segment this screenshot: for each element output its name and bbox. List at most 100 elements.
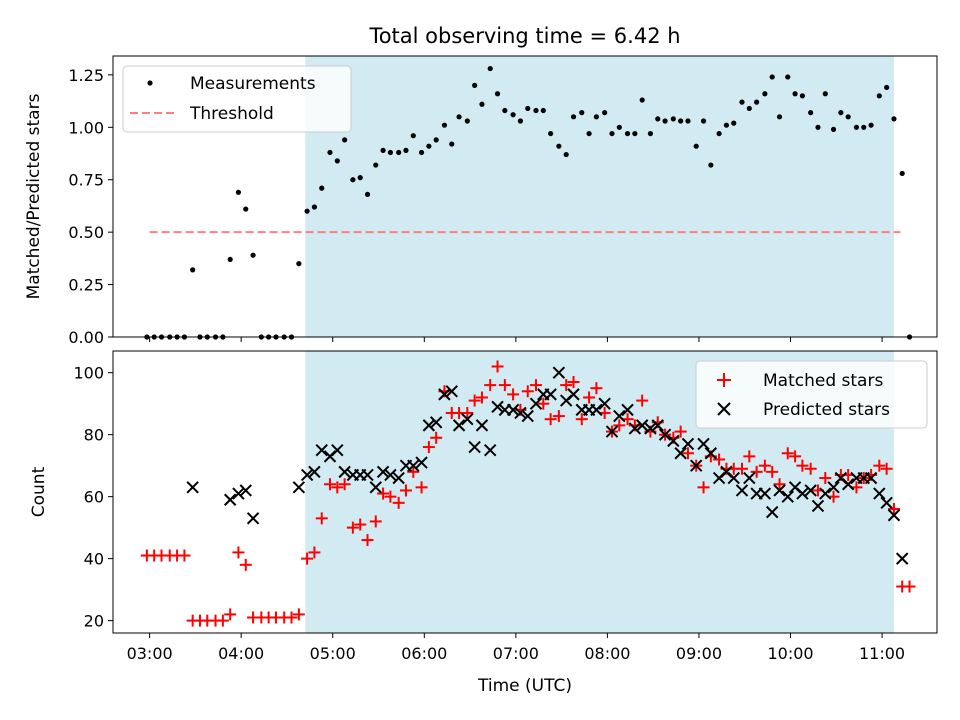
measurement-point	[472, 82, 478, 88]
measurement-point	[678, 118, 684, 124]
measurement-point	[456, 114, 462, 120]
measurement-point	[884, 84, 890, 91]
y-tick-label: 0.50	[68, 223, 104, 242]
measurement-point	[334, 158, 340, 164]
matched-star-point	[560, 379, 573, 392]
measurement-point	[838, 110, 844, 116]
matched-star-point	[743, 450, 756, 463]
measurement-point	[556, 143, 562, 149]
predicted-star-point	[506, 403, 520, 417]
matched-star-point	[422, 441, 435, 454]
measurement-point	[700, 118, 707, 124]
measurement-point	[639, 97, 645, 103]
measurement-point	[502, 107, 508, 114]
bottom-panel: 20 40 60 80 100 03:00 04:00 05:00 06:00 07:00 08:…	[29, 350, 938, 696]
x-axis-label: Time (UTC)	[477, 676, 572, 696]
measurement-point	[731, 120, 737, 126]
measurement-point	[250, 252, 256, 258]
matched-star-point	[415, 481, 428, 494]
measurement-point	[693, 143, 699, 149]
measurement-point	[342, 137, 348, 143]
predicted-star-point	[475, 419, 489, 432]
matched-star-point	[713, 453, 726, 466]
matched-star-point	[475, 391, 488, 404]
measurement-point	[441, 122, 448, 128]
measurement-point	[647, 130, 654, 137]
matched-star-point	[361, 534, 374, 547]
legend-measurements-marker	[147, 80, 153, 86]
x-tick-label: 09:00	[676, 644, 722, 663]
measurement-point	[296, 261, 302, 267]
predicted-star-point	[887, 509, 901, 522]
matched-star-point	[224, 608, 237, 621]
measurement-point	[861, 124, 867, 130]
matched-star-point	[552, 410, 565, 423]
predicted-star-point	[674, 447, 687, 460]
measurement-point	[510, 112, 516, 118]
measurement-point	[754, 99, 760, 105]
measurement-point	[899, 170, 905, 177]
predicted-star-point	[438, 388, 451, 401]
matched-star-point	[468, 394, 481, 407]
matched-star-point	[674, 425, 687, 438]
predicted-star-point	[468, 440, 481, 454]
matched-star-point	[369, 515, 382, 528]
predicted-star-point	[621, 403, 634, 417]
matched-star-point	[735, 462, 748, 475]
matched-star-point	[583, 391, 596, 404]
predicted-star-point	[223, 493, 237, 506]
matched-star-point	[323, 478, 336, 491]
measurement-point	[762, 91, 768, 97]
legend-matched-marker	[717, 373, 731, 387]
predicted-star-point	[361, 468, 374, 482]
chart-title: Total observing time = 6.42 h	[368, 24, 680, 48]
measurement-point	[853, 124, 860, 130]
matched-star-point	[796, 459, 809, 472]
predicted-star-point	[651, 419, 664, 432]
predicted-star-point	[598, 397, 611, 410]
bottom-axes-frame	[112, 350, 938, 634]
predicted-star-point	[315, 443, 328, 457]
predicted-star-point	[841, 478, 855, 491]
matched-star-point	[392, 496, 405, 509]
predicted-star-point	[567, 388, 580, 401]
y-tick-label: 100	[73, 364, 104, 383]
matched-star-point	[887, 503, 900, 516]
top-axes-frame	[112, 55, 938, 338]
measurement-point	[662, 118, 668, 124]
measurement-point	[235, 189, 242, 195]
measurement-point	[525, 105, 531, 112]
matched-star-point	[697, 481, 710, 494]
predicted-star-point	[392, 471, 405, 485]
measurement-point	[410, 133, 416, 139]
predicted-star-point	[491, 400, 504, 413]
measurement-point	[190, 267, 196, 273]
y-tick-label: 80	[84, 426, 104, 445]
predicted-star-point	[628, 422, 642, 435]
matched-star-point	[484, 379, 497, 392]
predicted-star-point	[384, 468, 397, 482]
matched-star-point	[338, 478, 351, 491]
measurement-point	[822, 91, 828, 97]
matched-star-point	[377, 487, 390, 500]
predicted-star-point	[743, 471, 756, 485]
predicted-star-point	[369, 481, 382, 494]
measurement-point	[716, 130, 722, 137]
matched-star-point	[346, 521, 359, 534]
x-tick-label: 10:00	[767, 644, 813, 663]
matched-star-point	[758, 459, 771, 472]
matched-star-point	[567, 375, 580, 388]
predicted-star-point	[658, 428, 672, 441]
predicted-star-point	[429, 416, 443, 429]
measurement-point	[723, 122, 730, 128]
measurement-point	[319, 185, 325, 191]
matched-star-point	[507, 388, 520, 401]
predicted-star-point	[811, 499, 825, 513]
measurement-point	[785, 74, 791, 80]
measurement-point	[418, 149, 425, 156]
measurement-point	[708, 162, 714, 168]
predicted-star-point	[529, 397, 543, 410]
measurement-point	[655, 116, 661, 122]
measurement-point	[548, 130, 554, 137]
matched-star-point	[407, 465, 420, 478]
